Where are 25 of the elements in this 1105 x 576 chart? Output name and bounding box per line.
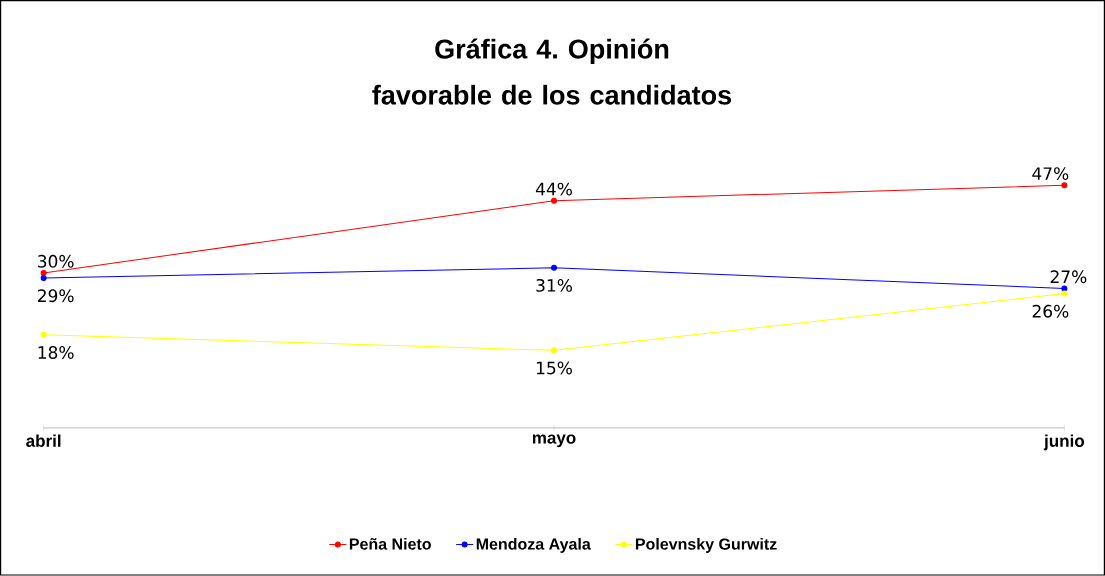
x-tick-label: abril (26, 434, 61, 448)
point (40, 332, 47, 339)
data-label: 27% (1050, 270, 1087, 284)
legend-label: Peña Nieto (349, 538, 431, 550)
point (551, 347, 558, 354)
point (551, 197, 558, 204)
data-label: 15% (536, 361, 572, 375)
data-label: 30% (38, 255, 74, 268)
legend-label: Polevnsky Gurwitz (635, 538, 777, 554)
x-tick-label: junio (1043, 434, 1085, 451)
point (1061, 182, 1068, 189)
x-tick-label: mayo (532, 434, 576, 448)
data-label: 26% (1032, 304, 1069, 318)
chart-title: Gráfica 4. Opinión favorable de los candidatos (372, 38, 732, 105)
point (1061, 290, 1068, 297)
legend-label: Mendoza Ayala (476, 538, 591, 554)
data-label: 31% (536, 279, 572, 293)
point (551, 264, 558, 271)
point (40, 275, 47, 282)
data-label: 44% (535, 182, 572, 196)
point (40, 270, 47, 277)
data-label: 47% (1032, 167, 1069, 181)
data-label: 18% (38, 346, 74, 360)
data-label: 29% (37, 289, 74, 303)
point (1061, 285, 1068, 292)
